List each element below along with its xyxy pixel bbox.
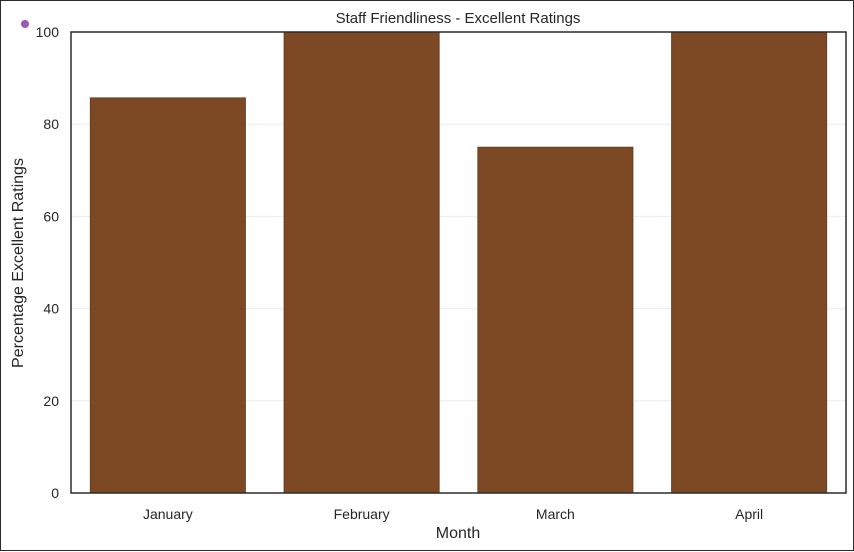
y-axis-label: Percentage Excellent Ratings bbox=[10, 158, 27, 368]
y-tick-label: 80 bbox=[43, 116, 59, 132]
y-tick-label: 100 bbox=[36, 24, 60, 40]
y-tick-label: 0 bbox=[51, 485, 59, 501]
decorative-dot bbox=[21, 20, 29, 28]
y-tick-label: 60 bbox=[43, 208, 59, 224]
bar-february bbox=[283, 31, 440, 494]
x-axis-label: Month bbox=[436, 525, 480, 542]
x-tick-label: April bbox=[735, 506, 763, 522]
x-tick-label: January bbox=[143, 506, 193, 522]
plot-area-border bbox=[70, 31, 847, 494]
chart-title: Staff Friendliness - Excellent Ratings bbox=[336, 10, 581, 27]
bars bbox=[89, 31, 828, 494]
bar-april bbox=[671, 31, 828, 494]
bar-march bbox=[477, 146, 634, 494]
y-tick-label: 40 bbox=[43, 301, 59, 317]
x-axis-ticks: January February March April bbox=[143, 506, 763, 522]
bar-january bbox=[89, 97, 246, 494]
y-tick-label: 20 bbox=[43, 393, 59, 409]
y-axis-ticks: 0 20 40 60 80 100 bbox=[36, 24, 60, 501]
x-tick-label: March bbox=[536, 506, 575, 522]
x-tick-label: February bbox=[334, 506, 390, 522]
